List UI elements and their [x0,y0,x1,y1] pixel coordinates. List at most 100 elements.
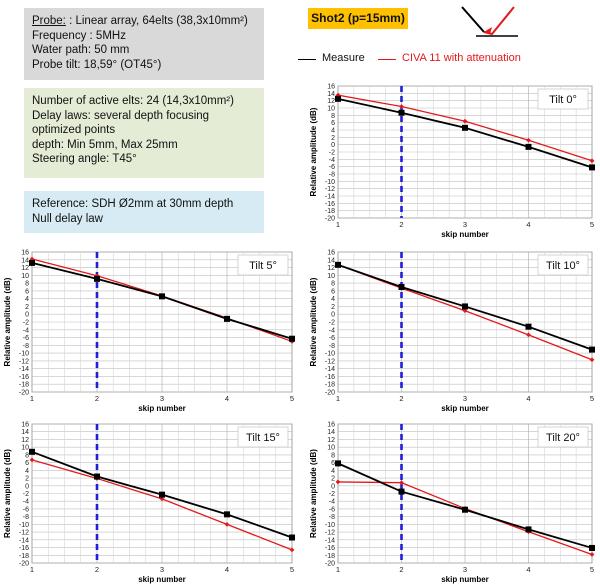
civa-point [29,457,35,463]
probe-info-box: Probe: : Linear array, 64elts (38,3x10mm… [24,8,264,80]
x-tick-label: 3 [463,394,467,403]
measure-point [94,275,100,282]
y-tick-label: -14 [19,366,29,373]
measure-point [589,544,595,551]
y-tick-label: -14 [325,366,335,373]
y-axis-label: Relative amplitude (dB) [309,107,318,196]
y-tick-label: 8 [25,452,29,459]
y-tick-label: 10 [21,273,29,280]
y-tick-label: 2 [331,476,335,483]
x-tick-label: 5 [290,394,294,403]
legend-measure-swatch [298,59,316,60]
y-tick-label: 10 [21,445,29,452]
civa-point [526,137,531,143]
shot-badge: Shot2 (p=15mm) [308,8,408,29]
y-axis-label: Relative amplitude (dB) [3,449,12,538]
y-tick-label: -8 [329,514,335,521]
measure-point [335,95,341,102]
y-tick-label: -12 [19,530,29,537]
civa-point [224,521,230,527]
water-path-text: Water path: 50 mm [32,44,130,56]
x-tick-label: 2 [399,394,403,403]
probe-tilt-text: Probe tilt: 18,59° (OT45°) [32,58,162,71]
y-tick-label: -14 [325,537,335,544]
x-tick-label: 1 [30,565,34,574]
chart-title: Tilt 15° [246,432,280,444]
delay-laws-text: Delay laws: several depth focusing [32,109,210,122]
x-tick-label: 5 [590,565,594,574]
measure-point [159,491,165,498]
chart-tilt-20: -20-18-16-14-12-10-8-6-4-202468101214161… [309,422,595,584]
probe-label: Probe: [32,15,66,27]
x-tick-label: 2 [95,394,99,403]
x-tick-label: 1 [336,394,340,403]
y-tick-label: -16 [325,545,335,552]
y-tick-label: -18 [325,553,335,560]
y-tick-label: -18 [19,553,29,560]
y-tick-label: -14 [19,537,29,544]
legend-civa-swatch [378,59,396,60]
x-tick-label: 3 [463,565,467,574]
chart-tilt-0: -20-18-16-14-12-10-8-6-4-202468101214161… [309,84,595,239]
delay-laws-box: Number of active elts: 24 (14,3x10mm²) D… [24,88,264,178]
civa-point [526,332,531,338]
x-tick-label: 1 [336,565,340,574]
y-tick-label: -6 [329,164,335,171]
y-tick-label: -8 [23,343,29,350]
y-tick-label: -8 [329,343,335,350]
x-tick-label: 4 [526,220,530,229]
y-tick-label: 16 [327,422,335,429]
y-tick-label: -20 [325,216,335,223]
legend: Measure CIVA 11 with attenuation [288,47,548,71]
x-axis-label: skip number [138,575,186,584]
y-tick-label: -6 [23,506,29,513]
x-tick-label: 4 [526,565,530,574]
y-tick-label: -18 [325,208,335,215]
y-tick-label: -2 [329,150,335,157]
y-tick-label: 12 [327,437,335,444]
y-tick-label: 12 [327,98,335,105]
y-tick-label: 4 [331,296,335,303]
y-tick-label: 2 [331,304,335,311]
steering-angle-text: Steering angle: T45° [32,153,137,165]
measure-point [289,534,295,541]
y-tick-label: 6 [331,460,335,467]
measure-point [29,448,35,455]
y-tick-label: -12 [325,186,335,193]
probe-value: : Linear array, 64elts (38,3x10mm²) [69,15,248,27]
x-tick-label: 3 [160,565,164,574]
y-tick-label: -20 [325,390,335,397]
measure-point [398,488,405,495]
chart-title: Tilt 20° [546,432,580,444]
y-tick-label: 12 [21,265,29,272]
x-tick-label: 4 [225,394,229,403]
frequency-text: Frequency : 5MHz [32,29,126,42]
measure-point [335,460,341,467]
y-tick-label: 4 [25,296,29,303]
depth-text: depth: Min 5mm, Max 25mm [32,138,178,151]
y-tick-label: 10 [327,273,335,280]
y-tick-label: 6 [25,460,29,467]
y-tick-label: 2 [25,476,29,483]
measure-point [462,506,468,513]
civa-point [589,357,595,363]
measure-point [94,473,100,480]
y-tick-label: 6 [331,288,335,295]
delay-laws-text-2: optimized points [32,124,116,136]
measure-point [462,303,468,310]
chart-title-box [537,254,589,276]
x-tick-label: 1 [30,394,34,403]
y-tick-label: 6 [25,288,29,295]
x-tick-label: 3 [160,394,164,403]
y-tick-label: 0 [25,312,29,319]
y-tick-label: -8 [329,172,335,179]
measure-point [589,164,595,171]
y-tick-label: -8 [23,514,29,521]
y-tick-label: 10 [327,445,335,452]
y-tick-label: -18 [19,382,29,389]
y-tick-label: -4 [23,327,29,334]
y-tick-label: -10 [325,351,335,358]
x-axis-label: skip number [441,575,489,584]
y-tick-label: 14 [327,429,335,436]
measure-point [525,526,532,533]
